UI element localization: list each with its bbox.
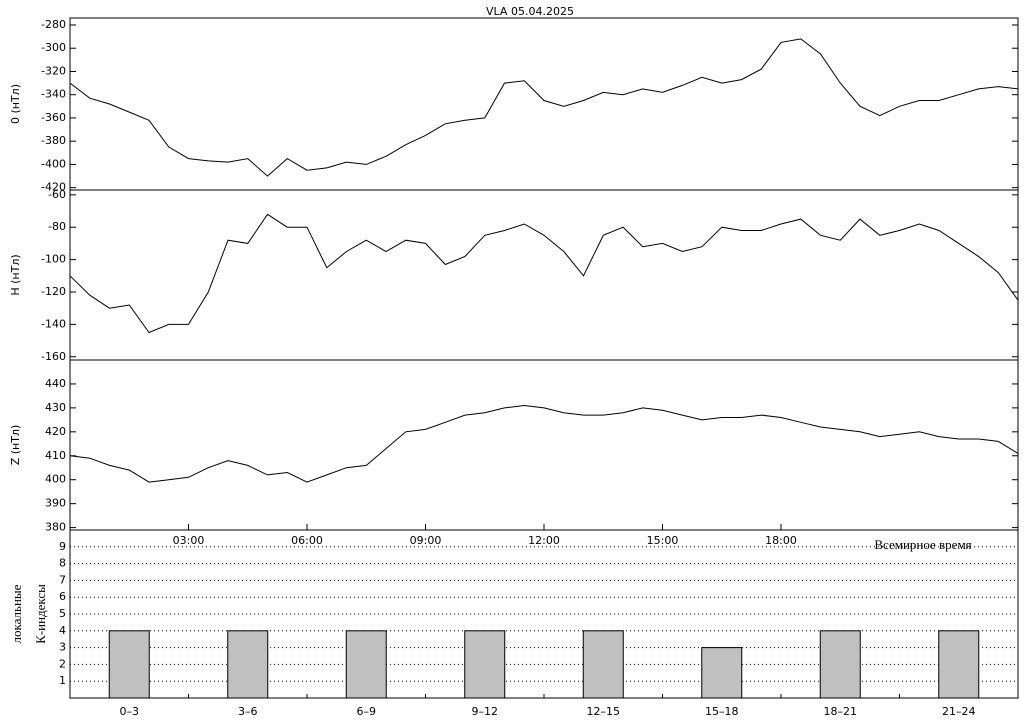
plot-frame [69, 17, 1019, 191]
y-tick-label: -140 [41, 317, 66, 330]
y-tick-label: 400 [45, 473, 66, 486]
data-line [69, 38, 1019, 177]
y-tick-label: -280 [41, 18, 66, 31]
data-line [69, 213, 1019, 334]
x-tick-label: 21–24 [942, 705, 976, 718]
bar [938, 630, 980, 699]
y-tick-label: -80 [48, 220, 66, 233]
x-tick-label: 18–21 [824, 705, 858, 718]
x-tick-label: 06:00 [291, 534, 323, 547]
y-axis-label: К-индексы [33, 584, 48, 644]
data-line [69, 404, 1019, 483]
bar [345, 630, 387, 699]
y-tick-label: 440 [45, 377, 66, 390]
y-tick-label: -160 [41, 350, 66, 363]
x-tick-label: 12:00 [528, 534, 560, 547]
y-tick-label: -60 [48, 188, 66, 201]
plot-frame [69, 189, 1019, 361]
x-tick-label: 09:00 [410, 534, 442, 547]
y-tick-label: 410 [45, 449, 66, 462]
y-axis-label: H (нТл) [9, 254, 22, 295]
plot-frame [69, 359, 1019, 531]
x-tick-label: 6–9 [357, 705, 377, 718]
bar [701, 647, 743, 699]
y-tick-label: -400 [41, 157, 66, 170]
x-tick-label: 12–15 [587, 705, 621, 718]
bar [582, 630, 624, 699]
y-tick-label: 1 [59, 674, 66, 687]
y-tick-label: -120 [41, 285, 66, 298]
y-tick-label: 4 [59, 624, 66, 637]
y-tick-label: 390 [45, 497, 66, 510]
y-axis-label: локальные [9, 584, 24, 643]
x-tick-label: 9–12 [472, 705, 499, 718]
bar [108, 630, 150, 699]
y-tick-label: 3 [59, 641, 66, 654]
y-tick-label: -100 [41, 253, 66, 266]
x-axis-label: Всемирное время [874, 537, 971, 552]
y-axis-label: Z (нТл) [9, 425, 22, 466]
y-tick-label: 380 [45, 521, 66, 534]
chart-title: VLA 05.04.2025 [486, 5, 574, 18]
y-tick-label: -380 [41, 134, 66, 147]
x-tick-label: 15–18 [705, 705, 739, 718]
x-tick-label: 03:00 [173, 534, 205, 547]
y-tick-label: 7 [59, 573, 66, 586]
plot-frame [69, 529, 1019, 699]
y-tick-label: -360 [41, 111, 66, 124]
y-tick-label: 6 [59, 590, 66, 603]
y-tick-label: -420 [41, 181, 66, 194]
y-axis-label: 0 (нТл) [9, 84, 22, 124]
bar [464, 630, 506, 699]
y-tick-label: 5 [59, 607, 66, 620]
bar [227, 630, 269, 699]
y-tick-label: 9 [59, 540, 66, 553]
y-tick-label: -320 [41, 64, 66, 77]
y-tick-label: 430 [45, 401, 66, 414]
y-tick-label: -340 [41, 88, 66, 101]
y-tick-label: 420 [45, 425, 66, 438]
bar [819, 630, 861, 699]
x-tick-label: 18:00 [765, 534, 797, 547]
x-tick-label: 15:00 [647, 534, 679, 547]
y-tick-label: 2 [59, 657, 66, 670]
y-tick-label: 8 [59, 557, 66, 570]
x-tick-label: 0–3 [120, 705, 140, 718]
y-tick-label: -300 [41, 41, 66, 54]
x-tick-label: 3–6 [238, 705, 258, 718]
